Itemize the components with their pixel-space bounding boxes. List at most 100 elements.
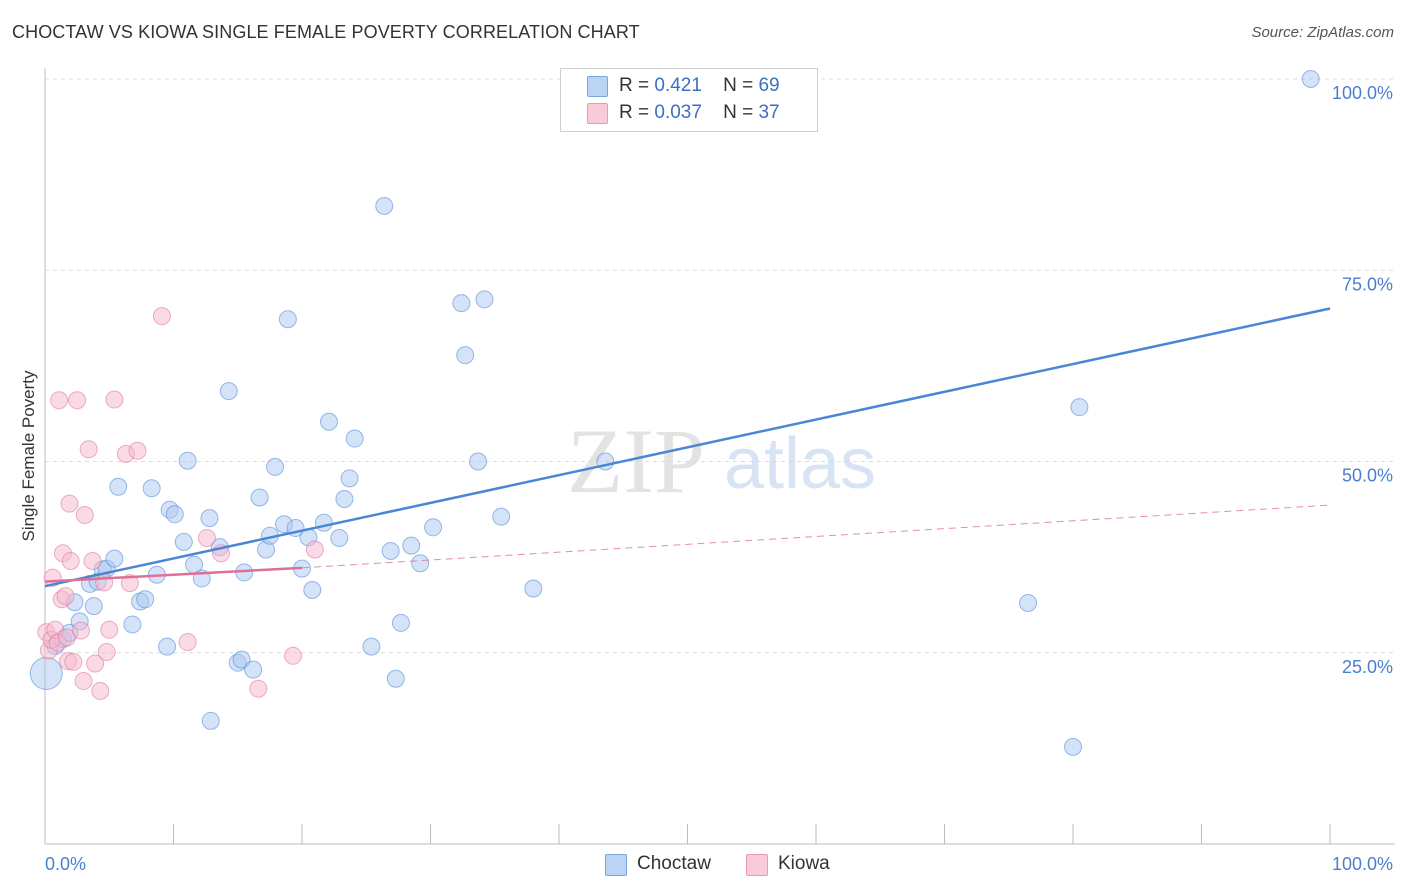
choctaw-point <box>381 542 400 561</box>
legend-r-value: 0.421 <box>654 75 702 96</box>
choctaw-point <box>452 294 471 313</box>
y-tick-label: 50.0% <box>1342 466 1393 486</box>
kiowa-point <box>152 307 171 326</box>
axes <box>44 68 1395 845</box>
choctaw-point <box>201 711 220 730</box>
legend-label-kiowa: Kiowa <box>778 853 830 874</box>
watermark-zip: ZIP <box>567 410 705 512</box>
x-tick-label: 0.0% <box>45 854 86 874</box>
choctaw-point <box>424 518 443 537</box>
kiowa-point <box>86 654 105 673</box>
kiowa-trendline-extension <box>301 504 1331 569</box>
trendlines <box>44 307 1331 588</box>
kiowa-point <box>64 652 83 671</box>
choctaw-point <box>402 536 421 555</box>
kiowa-point <box>71 621 90 640</box>
legend-swatch-choctaw <box>587 76 608 97</box>
choctaw-point <box>123 615 142 634</box>
choctaw-point <box>142 479 161 498</box>
choctaw-point <box>345 429 364 448</box>
kiowa-point <box>178 633 197 652</box>
legend-n-label: N = <box>723 102 754 123</box>
kiowa-point <box>100 620 119 639</box>
choctaw-point <box>158 637 177 656</box>
choctaw-point <box>1070 398 1089 417</box>
watermark-atlas: atlas <box>724 424 876 504</box>
choctaw-point <box>165 505 184 524</box>
data-points <box>29 70 1320 756</box>
kiowa-point <box>120 574 139 593</box>
choctaw-point <box>1301 70 1320 88</box>
y-tick-label: 25.0% <box>1342 657 1393 677</box>
legend-swatch-choctaw <box>605 854 627 876</box>
choctaw-point <box>524 579 543 598</box>
y-tick-label: 75.0% <box>1342 274 1393 294</box>
kiowa-point <box>197 529 216 547</box>
choctaw-point <box>84 597 103 616</box>
tick-labels: 25.0% 50.0% 75.0% 100.0% 0.0% 100.0% <box>45 83 1393 874</box>
kiowa-point <box>60 494 79 513</box>
kiowa-point <box>68 391 87 410</box>
legend-r-label: R = <box>619 102 650 123</box>
kiowa-point <box>95 573 114 592</box>
kiowa-point <box>284 646 303 665</box>
kiowa-point <box>79 440 98 459</box>
choctaw-point <box>375 196 394 215</box>
kiowa-point <box>75 506 94 525</box>
choctaw-point <box>340 469 359 488</box>
kiowa-point <box>74 672 93 691</box>
y-tick-label: 100.0% <box>1332 83 1393 103</box>
choctaw-point <box>244 660 263 679</box>
kiowa-point <box>105 390 124 409</box>
y-axis-label: Single Female Poverty <box>19 370 38 542</box>
chart-title: CHOCTAW VS KIOWA SINGLE FEMALE POVERTY C… <box>12 22 640 42</box>
choctaw-point <box>178 451 197 470</box>
kiowa-point <box>83 551 102 570</box>
kiowa-point <box>56 587 75 606</box>
legend-n-value: 69 <box>758 75 780 96</box>
choctaw-point <box>335 489 354 508</box>
choctaw-point <box>250 488 269 507</box>
legend-label-choctaw: Choctaw <box>637 853 711 874</box>
legend-n-label: N = <box>723 75 754 96</box>
choctaw-point <box>469 452 488 471</box>
kiowa-trendline <box>44 566 303 583</box>
choctaw-point <box>456 346 475 365</box>
choctaw-point <box>266 457 285 476</box>
stats-legend: R = 0.421 N = 69 R = 0.037 N = 37 <box>560 68 818 132</box>
choctaw-point <box>330 529 349 547</box>
choctaw-point <box>411 554 430 573</box>
choctaw-point <box>174 532 193 551</box>
choctaw-point <box>319 412 338 431</box>
choctaw-point <box>386 669 405 688</box>
choctaw-point <box>278 310 297 329</box>
kiowa-point <box>91 682 110 700</box>
legend-r-value: 0.037 <box>654 102 702 123</box>
choctaw-point <box>232 650 251 669</box>
legend-swatch-kiowa <box>746 854 768 876</box>
x-tick-label: 100.0% <box>1332 854 1393 874</box>
choctaw-point <box>1019 594 1038 613</box>
choctaw-point <box>314 513 333 532</box>
choctaw-point <box>200 509 219 528</box>
legend-swatch-kiowa <box>587 103 608 124</box>
choctaw-point <box>492 507 511 526</box>
legend-n-value: 37 <box>758 102 780 123</box>
kiowa-point <box>97 642 116 661</box>
choctaw-point <box>303 581 322 600</box>
kiowa-point <box>128 441 147 460</box>
choctaw-trendline <box>44 307 1331 588</box>
choctaw-point <box>362 637 381 656</box>
choctaw-point <box>105 549 124 568</box>
kiowa-point <box>305 540 324 559</box>
choctaw-point <box>475 290 494 309</box>
kiowa-point <box>249 679 268 698</box>
choctaw-point <box>391 613 410 632</box>
choctaw-point <box>219 382 238 401</box>
choctaw-point <box>1064 737 1082 756</box>
choctaw-point <box>136 590 155 609</box>
source-label: Source: ZipAtlas.com <box>1251 24 1394 41</box>
choctaw-point <box>29 656 63 690</box>
kiowa-point <box>61 551 80 570</box>
